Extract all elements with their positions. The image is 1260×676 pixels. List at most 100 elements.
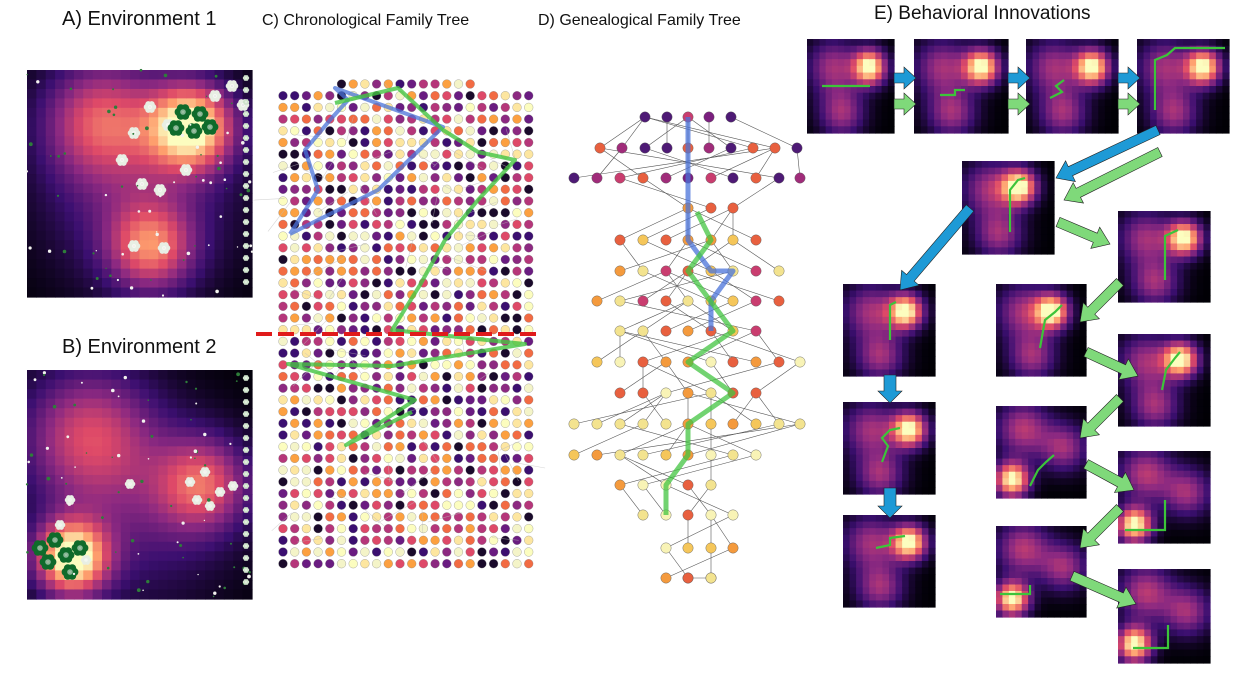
tree-node [372, 266, 382, 276]
tree-node [465, 219, 475, 229]
tree-edge [305, 257, 345, 278]
arrow-diagonal-icon [1055, 125, 1161, 183]
tree-node [290, 500, 300, 510]
tree-node [372, 371, 382, 382]
tree-node [325, 348, 335, 358]
tree-node [477, 126, 487, 136]
tree-edge [253, 198, 285, 201]
tree-node [360, 559, 370, 569]
tree-edge [499, 218, 517, 226]
tree-node [395, 114, 405, 124]
tree-node [430, 442, 440, 452]
environment-1-heatmap [25, 68, 254, 298]
agent-trajectory [880, 426, 901, 463]
tree-node [614, 265, 626, 277]
tree-node [489, 325, 499, 335]
tree-node [453, 161, 464, 171]
flower-icon [242, 375, 250, 381]
chronological-tree [253, 79, 546, 569]
tree-node [524, 442, 534, 452]
tree-node [290, 348, 300, 358]
tree-node [360, 488, 370, 499]
tree-node [395, 348, 405, 358]
tree-node [360, 348, 370, 358]
tree-node [383, 535, 393, 545]
tree-node [639, 142, 651, 154]
tree-node [372, 348, 382, 358]
tree-node [278, 336, 288, 346]
tree-node [430, 173, 440, 183]
tree-edge [619, 454, 667, 486]
tree-edge [505, 128, 515, 157]
tree-node [372, 278, 382, 288]
tree-node [278, 477, 288, 487]
tree-node [325, 137, 335, 148]
tree-node [383, 336, 393, 346]
tree-node [372, 336, 382, 346]
tree-edge [619, 177, 712, 209]
tree-node [325, 453, 335, 463]
flower-icon [64, 495, 76, 505]
tree-node [453, 173, 464, 183]
tree-edge [427, 512, 462, 523]
arrow-right-icon [893, 92, 917, 116]
tree-node [453, 477, 464, 487]
tree-node [418, 91, 428, 101]
tree-edge [468, 201, 497, 214]
tree-node [278, 114, 288, 124]
tree-node [418, 430, 428, 440]
tree-node [477, 500, 487, 510]
tree-node [336, 500, 347, 510]
flower-icon [242, 279, 250, 285]
tree-node [477, 208, 487, 218]
tree-node [512, 453, 522, 463]
tree-node [660, 265, 672, 277]
tree-node [278, 278, 288, 288]
tree-node [773, 295, 785, 307]
tree-node [372, 79, 382, 89]
tree-node [442, 254, 452, 265]
tree-node [360, 219, 370, 229]
tree-node [383, 231, 393, 241]
tree-node [430, 266, 440, 276]
tree-node [660, 234, 672, 246]
tree-node [360, 547, 370, 557]
tree-node [465, 114, 475, 124]
tree-node [430, 91, 440, 101]
arrow-diagonal-icon [1083, 347, 1139, 381]
tree-node [442, 91, 452, 101]
tree-node [372, 453, 382, 463]
tree-node [348, 407, 358, 417]
tree-node [465, 301, 475, 311]
tree-node [313, 395, 323, 405]
tree-edge [331, 497, 336, 499]
tree-node [407, 477, 417, 487]
tree-node [313, 407, 323, 417]
tree-node [769, 142, 781, 154]
tree-node [301, 313, 311, 323]
tree-node [278, 500, 288, 510]
tree-node [430, 336, 440, 346]
tree-node [489, 535, 499, 545]
tree-node [660, 387, 672, 399]
agent-trajectory [1000, 585, 1032, 596]
tree-node [477, 254, 487, 265]
tree-node [395, 442, 405, 452]
flower-icon [242, 243, 250, 249]
tree-node [395, 184, 405, 194]
flower-icon [242, 543, 250, 549]
tree-node [407, 453, 417, 463]
tree-node [290, 137, 300, 148]
tree-node [524, 137, 534, 148]
tree-node [313, 243, 323, 253]
tree-node [703, 111, 715, 123]
tree-node [348, 254, 358, 265]
tree-node [489, 91, 499, 101]
tree-node [442, 290, 452, 300]
tree-node [489, 395, 499, 405]
tree-node [477, 360, 487, 370]
tree-edge [359, 185, 377, 215]
flower-icon [191, 106, 209, 122]
tree-node [360, 442, 370, 452]
tree-node [290, 243, 300, 253]
